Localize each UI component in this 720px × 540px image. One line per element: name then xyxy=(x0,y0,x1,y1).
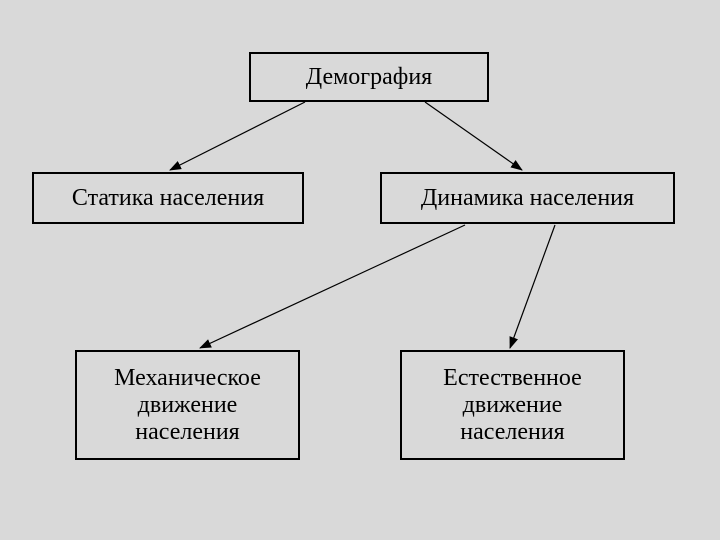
node-mechanical-label: Механическое движение населения xyxy=(87,365,288,446)
node-statics-label: Статика населения xyxy=(72,185,264,212)
node-dynamics-label: Динамика населения xyxy=(421,185,634,212)
node-natural-label: Естественное движение населения xyxy=(412,365,613,446)
node-root-label: Демография xyxy=(306,64,432,91)
node-natural: Естественное движение населения xyxy=(400,350,625,460)
node-root: Демография xyxy=(249,52,489,102)
node-statics: Статика населения xyxy=(32,172,304,224)
node-dynamics: Динамика населения xyxy=(380,172,675,224)
node-mechanical: Механическое движение населения xyxy=(75,350,300,460)
